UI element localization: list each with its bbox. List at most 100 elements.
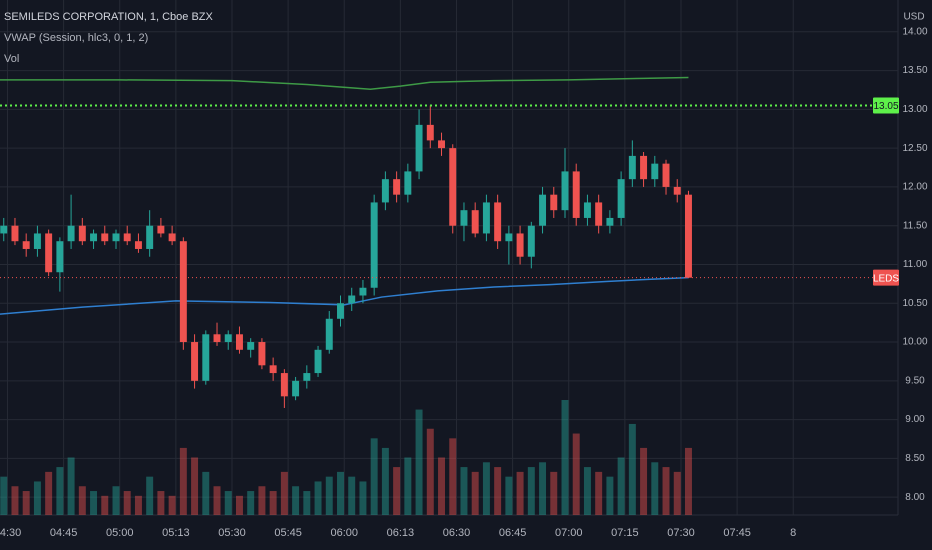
candle-body: [471, 210, 479, 234]
volume-bar: [179, 447, 187, 515]
y-tick-label: 10.00: [902, 337, 927, 348]
volume-bar: [527, 467, 535, 515]
volume-bar: [606, 476, 614, 515]
candle-body: [426, 124, 434, 141]
candle-body: [269, 365, 277, 374]
candle-body: [22, 241, 30, 249]
candle-body: [303, 373, 311, 381]
candle-body: [628, 155, 636, 180]
volume-bar: [460, 467, 468, 515]
y-tick-label: 13.00: [902, 104, 927, 115]
y-tick-label: 11.00: [903, 259, 928, 270]
candle-body: [247, 342, 255, 350]
candle-body: [640, 155, 648, 180]
volume-bar: [494, 467, 502, 515]
volume-bar: [393, 467, 401, 515]
x-tick-label: 05:13: [162, 527, 190, 539]
candle-body: [202, 334, 210, 381]
candle-body: [370, 202, 378, 288]
price-tag-label: LEDS: [873, 273, 899, 284]
volume-layer: [0, 400, 692, 515]
candle-body: [11, 225, 19, 242]
volume-bar: [381, 447, 389, 515]
candle-body: [651, 163, 659, 180]
candle-body: [123, 233, 131, 242]
price-tag: [873, 97, 899, 114]
candle-body: [438, 140, 445, 149]
x-tick-label: 06:00: [330, 527, 358, 539]
candle-body: [191, 342, 199, 381]
candle-body: [415, 124, 423, 172]
volume-bar: [235, 495, 243, 515]
volume-bar: [303, 491, 311, 515]
volume-bar: [280, 471, 288, 515]
x-tick-label: 06:45: [499, 527, 527, 539]
volume-bar: [33, 481, 41, 515]
candle-body: [348, 295, 356, 304]
candle-body: [684, 194, 692, 278]
x-tick-label: 06:13: [387, 527, 415, 539]
volume-bar: [78, 486, 86, 515]
volume-bar: [112, 486, 120, 515]
candle-body: [516, 233, 524, 257]
volume-bar: [572, 433, 580, 515]
y-tick-label: 13.50: [902, 65, 927, 76]
volume-bar: [22, 491, 30, 515]
volume-bar: [168, 495, 176, 515]
candle-body: [0, 225, 8, 234]
candle-body: [325, 318, 333, 350]
volume-bar: [539, 462, 547, 515]
y-tick-label: 9.00: [905, 414, 925, 425]
volume-bar: [101, 495, 109, 515]
price-tag-label: 13.05: [873, 101, 898, 112]
candle-body: [595, 202, 603, 226]
currency-label: USD: [903, 12, 924, 23]
candle-body: [381, 179, 389, 203]
volume-bar: [45, 471, 53, 515]
candle-body: [359, 287, 367, 296]
candle-body: [224, 334, 232, 343]
x-tick-label: 8: [790, 527, 796, 539]
candle-body: [527, 225, 535, 257]
volume-bar: [673, 471, 681, 515]
volume-bar: [662, 467, 670, 515]
candle-body: [449, 148, 457, 226]
volume-bar: [628, 423, 636, 515]
candle-body: [33, 233, 41, 249]
x-tick-label: 07:15: [611, 527, 639, 539]
candle-body: [617, 179, 625, 218]
volume-bar: [11, 486, 19, 515]
x-tick-label: 07:30: [667, 527, 695, 539]
candle-body: [45, 233, 53, 273]
volume-bar: [191, 457, 199, 515]
candle-body: [314, 349, 322, 374]
x-tick-label: 07:00: [555, 527, 583, 539]
volume-bar: [370, 438, 378, 515]
volume-bar: [134, 495, 142, 515]
candle-body: [67, 225, 75, 242]
y-tick-label: 8.50: [905, 453, 925, 464]
volume-bar: [0, 476, 8, 515]
candle-body: [606, 217, 614, 226]
x-tick-label: 05:45: [274, 527, 302, 539]
volume-bar: [640, 447, 648, 515]
candle-body: [157, 225, 165, 234]
volume-bar: [595, 471, 603, 515]
volume-bar: [67, 457, 75, 515]
x-tick-label: 04:45: [50, 527, 78, 539]
candle-body: [213, 334, 221, 343]
y-tick-label: 9.50: [905, 375, 925, 386]
candle-body: [494, 202, 502, 242]
y-tick-label: 14.00: [902, 26, 927, 37]
volume-bar: [617, 457, 625, 515]
candle-body: [258, 342, 266, 366]
indicator-line: [0, 76, 689, 90]
volume-bar: [348, 476, 356, 515]
volume-bar: [202, 471, 210, 515]
candle-body: [505, 233, 513, 242]
candle-body: [572, 171, 580, 218]
volume-bar: [325, 476, 333, 515]
candle-body: [550, 194, 558, 211]
candle-body: [90, 233, 98, 242]
volume-bar: [157, 491, 165, 515]
